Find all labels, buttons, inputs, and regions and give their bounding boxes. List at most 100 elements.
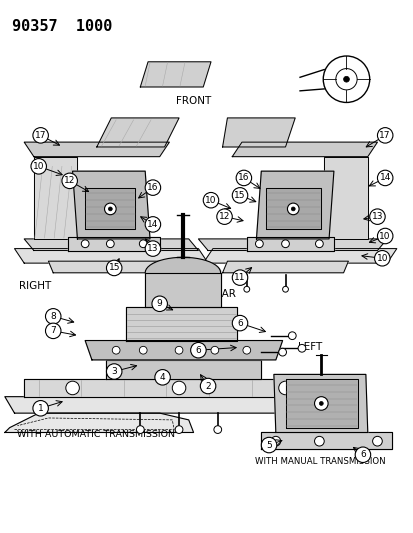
Polygon shape <box>68 237 159 251</box>
Circle shape <box>235 170 251 185</box>
Circle shape <box>278 348 286 356</box>
Polygon shape <box>323 157 367 239</box>
Text: REAR: REAR <box>208 289 235 299</box>
Circle shape <box>288 332 295 340</box>
Circle shape <box>106 260 122 276</box>
Circle shape <box>66 381 79 395</box>
Circle shape <box>291 207 294 211</box>
Polygon shape <box>198 239 386 251</box>
Circle shape <box>203 192 218 208</box>
Circle shape <box>172 381 185 395</box>
Polygon shape <box>261 432 391 449</box>
Circle shape <box>232 270 247 285</box>
Text: 15: 15 <box>108 263 120 272</box>
Text: 6: 6 <box>237 319 242 328</box>
Circle shape <box>255 240 263 248</box>
Text: 2: 2 <box>205 382 210 391</box>
Circle shape <box>145 216 160 232</box>
Circle shape <box>108 207 112 211</box>
Circle shape <box>287 203 298 215</box>
Circle shape <box>377 170 392 185</box>
Polygon shape <box>232 142 377 157</box>
Circle shape <box>232 188 247 203</box>
Circle shape <box>112 346 120 354</box>
Polygon shape <box>85 341 282 360</box>
Polygon shape <box>256 171 333 239</box>
Text: 13: 13 <box>371 212 382 221</box>
Circle shape <box>106 240 114 248</box>
Polygon shape <box>5 397 343 413</box>
Text: 5: 5 <box>266 441 271 449</box>
Circle shape <box>242 346 250 354</box>
Circle shape <box>315 240 323 248</box>
Circle shape <box>190 343 206 358</box>
Circle shape <box>154 369 170 385</box>
Circle shape <box>33 400 48 416</box>
Circle shape <box>45 309 61 324</box>
Text: 12: 12 <box>64 176 75 185</box>
Circle shape <box>374 251 389 266</box>
Polygon shape <box>222 118 294 147</box>
Circle shape <box>318 401 323 406</box>
Circle shape <box>243 286 249 292</box>
Text: FRONT: FRONT <box>176 96 211 106</box>
Polygon shape <box>222 261 348 273</box>
Polygon shape <box>273 374 367 432</box>
Circle shape <box>139 346 147 354</box>
Text: 16: 16 <box>147 183 158 192</box>
Text: 90357  1000: 90357 1000 <box>12 19 112 34</box>
Circle shape <box>314 397 327 410</box>
Polygon shape <box>266 188 320 229</box>
Polygon shape <box>24 239 198 251</box>
Text: 4: 4 <box>159 373 165 382</box>
Text: 1: 1 <box>38 404 43 413</box>
Polygon shape <box>24 142 169 157</box>
Circle shape <box>106 364 122 379</box>
Text: 8: 8 <box>50 312 56 321</box>
Text: 16: 16 <box>237 173 249 182</box>
Text: 14: 14 <box>147 220 158 229</box>
Circle shape <box>314 437 323 446</box>
Circle shape <box>271 437 280 446</box>
Circle shape <box>369 209 384 224</box>
Circle shape <box>81 240 89 248</box>
Circle shape <box>278 381 292 395</box>
Circle shape <box>354 447 370 463</box>
Polygon shape <box>285 379 357 427</box>
Circle shape <box>139 240 147 248</box>
Circle shape <box>214 426 221 433</box>
Text: 10: 10 <box>205 196 216 205</box>
Circle shape <box>282 286 288 292</box>
Circle shape <box>33 127 48 143</box>
Circle shape <box>62 173 77 189</box>
Circle shape <box>232 316 247 331</box>
Text: 3: 3 <box>111 367 117 376</box>
Circle shape <box>31 159 46 174</box>
Text: 13: 13 <box>147 244 158 253</box>
Polygon shape <box>48 261 178 273</box>
Polygon shape <box>126 306 237 341</box>
Circle shape <box>216 209 232 224</box>
Circle shape <box>261 437 276 453</box>
Text: 6: 6 <box>359 450 365 459</box>
Text: 15: 15 <box>234 191 245 200</box>
Circle shape <box>377 228 392 244</box>
Circle shape <box>297 344 305 352</box>
Text: 14: 14 <box>379 173 390 182</box>
Text: 12: 12 <box>218 212 230 221</box>
Polygon shape <box>24 379 333 397</box>
Polygon shape <box>203 248 396 263</box>
Circle shape <box>211 346 218 354</box>
Polygon shape <box>72 171 150 239</box>
Text: WITH MANUAL TRANSMISSION: WITH MANUAL TRANSMISSION <box>254 457 384 466</box>
Polygon shape <box>106 360 261 379</box>
Circle shape <box>343 76 349 82</box>
Circle shape <box>145 180 160 196</box>
Circle shape <box>104 203 116 215</box>
Polygon shape <box>85 188 135 229</box>
Text: 9: 9 <box>157 299 162 308</box>
Polygon shape <box>34 157 77 239</box>
Circle shape <box>200 378 215 394</box>
Polygon shape <box>97 118 178 147</box>
Text: 17: 17 <box>379 131 390 140</box>
